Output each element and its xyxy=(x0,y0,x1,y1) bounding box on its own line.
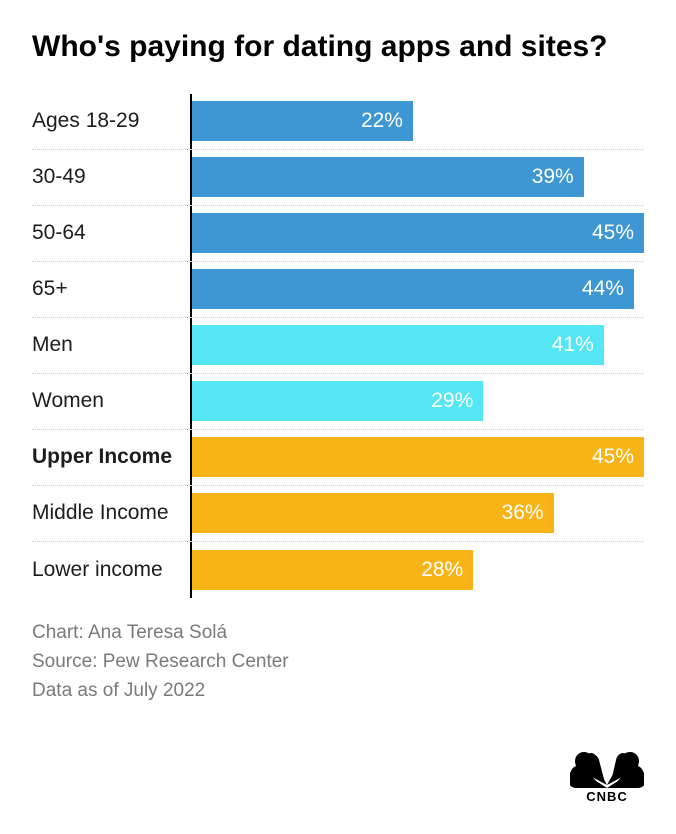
bar-value: 45% xyxy=(592,445,644,469)
chart-row: Middle Income 36% xyxy=(32,486,644,542)
bar-area: 41% xyxy=(190,318,644,373)
chart-row: Women 29% xyxy=(32,374,644,430)
bar-value: 36% xyxy=(502,501,554,525)
chart-row: Lower income 28% xyxy=(32,542,644,598)
chart-credit: Chart: Ana Teresa Solá xyxy=(32,618,644,647)
bar-value: 44% xyxy=(582,277,634,301)
bar: 29% xyxy=(192,381,483,421)
bar-label: Lower income xyxy=(32,558,190,582)
bar: 22% xyxy=(192,101,413,141)
chart-title: Who's paying for dating apps and sites? xyxy=(32,28,644,66)
bar-area: 22% xyxy=(190,94,644,149)
bar-label: Upper Income xyxy=(32,445,190,469)
bar-label: Men xyxy=(32,333,190,357)
bar-value: 29% xyxy=(431,389,483,413)
cnbc-logo: CNBC xyxy=(570,751,644,808)
bar-chart: Ages 18-29 22% 30-49 39% 50-64 45% 65+ 44% Men 41… xyxy=(32,94,644,598)
bar-value: 41% xyxy=(552,333,604,357)
svg-text:CNBC: CNBC xyxy=(586,789,628,803)
bar-area: 44% xyxy=(190,262,644,317)
chart-date: Data as of July 2022 xyxy=(32,676,644,705)
bar-label: 30-49 xyxy=(32,165,190,189)
bar: 41% xyxy=(192,325,604,365)
bar: 39% xyxy=(192,157,584,197)
bar-value: 28% xyxy=(421,558,473,582)
bar-area: 36% xyxy=(190,486,644,541)
bar: 45% xyxy=(192,213,644,253)
bar: 44% xyxy=(192,269,634,309)
bar-value: 45% xyxy=(592,221,644,245)
bar-label: Ages 18-29 xyxy=(32,109,190,133)
bar-area: 39% xyxy=(190,150,644,205)
bar-label: 50-64 xyxy=(32,221,190,245)
chart-row: 50-64 45% xyxy=(32,206,644,262)
bar: 28% xyxy=(192,550,473,590)
chart-row: Men 41% xyxy=(32,318,644,374)
chart-row: 30-49 39% xyxy=(32,150,644,206)
bar-label: Middle Income xyxy=(32,501,190,525)
bar-area: 45% xyxy=(190,206,644,261)
bar-label: 65+ xyxy=(32,277,190,301)
chart-footer: Chart: Ana Teresa Solá Source: Pew Resea… xyxy=(32,618,644,706)
bar-area: 45% xyxy=(190,430,644,485)
bar-value: 22% xyxy=(361,109,413,133)
bar-label: Women xyxy=(32,389,190,413)
bar-value: 39% xyxy=(532,165,584,189)
chart-row: Ages 18-29 22% xyxy=(32,94,644,150)
chart-row: 65+ 44% xyxy=(32,262,644,318)
chart-source: Source: Pew Research Center xyxy=(32,647,644,676)
bar: 36% xyxy=(192,493,554,533)
bar-area: 28% xyxy=(190,542,644,598)
bar-area: 29% xyxy=(190,374,644,429)
chart-row: Upper Income 45% xyxy=(32,430,644,486)
bar: 45% xyxy=(192,437,644,477)
